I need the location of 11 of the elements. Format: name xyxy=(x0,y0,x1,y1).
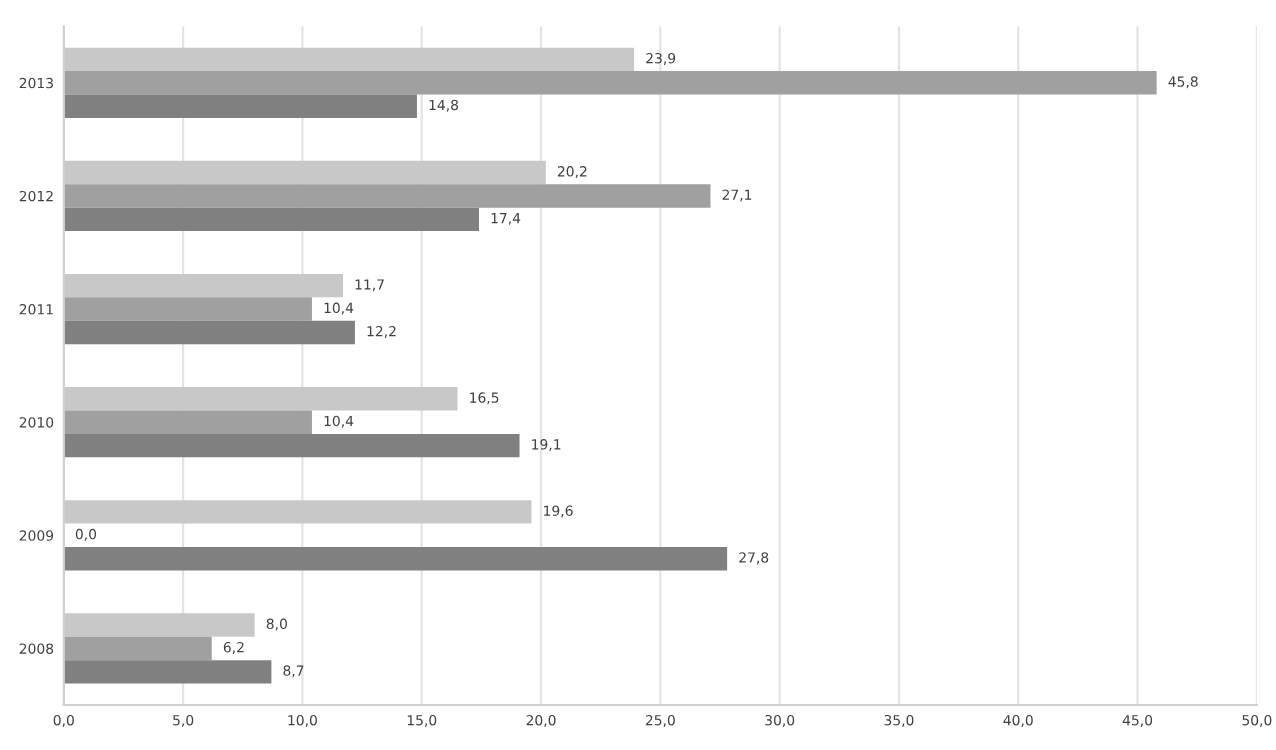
bar xyxy=(63,410,312,434)
bar xyxy=(63,636,212,661)
bar xyxy=(63,297,312,321)
bar xyxy=(63,207,479,232)
bar xyxy=(63,547,728,571)
bar xyxy=(63,71,1157,95)
bar xyxy=(63,184,711,208)
bar xyxy=(63,660,272,684)
bar xyxy=(63,433,520,458)
bar xyxy=(63,94,417,118)
bar xyxy=(63,320,355,345)
